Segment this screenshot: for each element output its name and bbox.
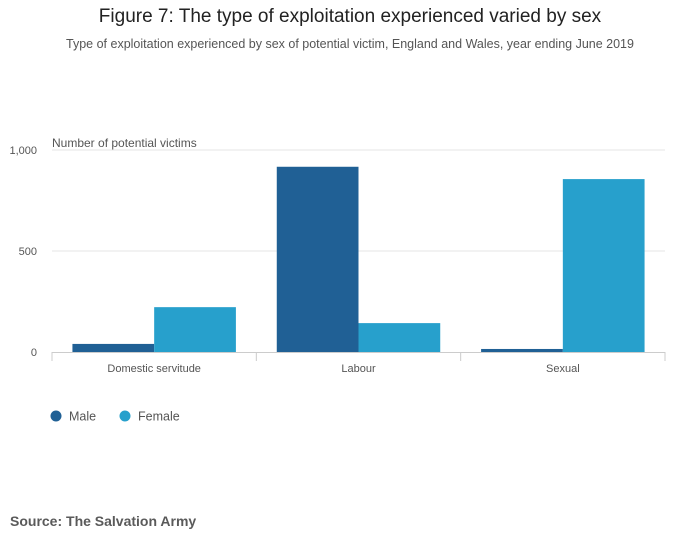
y-tick-label: 1,000 bbox=[9, 145, 37, 157]
x-tick-label: Domestic servitude bbox=[107, 363, 201, 375]
bar-male[interactable] bbox=[72, 343, 155, 352]
y-tick-label: 500 bbox=[19, 246, 37, 258]
bar-male[interactable] bbox=[276, 166, 359, 352]
chart-subtitle: Type of exploitation experienced by sex … bbox=[66, 37, 634, 51]
chart-title: Figure 7: The type of exploitation exper… bbox=[98, 6, 602, 27]
x-tick-label: Sexual bbox=[546, 363, 580, 375]
legend-label-female[interactable]: Female bbox=[138, 410, 180, 424]
y-tick-label: 0 bbox=[31, 347, 37, 359]
bar-female[interactable] bbox=[562, 179, 645, 352]
legend-marker-female[interactable] bbox=[119, 410, 131, 422]
source-note: Source: The Salvation Army bbox=[10, 513, 197, 529]
legend-marker-male[interactable] bbox=[50, 410, 62, 422]
legend-label-male[interactable]: Male bbox=[69, 410, 96, 424]
bar-male[interactable] bbox=[481, 348, 563, 352]
bar-female[interactable] bbox=[154, 307, 236, 352]
bar-female[interactable] bbox=[358, 323, 441, 352]
y-axis-label: Number of potential victims bbox=[52, 136, 197, 150]
x-tick-label: Labour bbox=[341, 363, 376, 375]
